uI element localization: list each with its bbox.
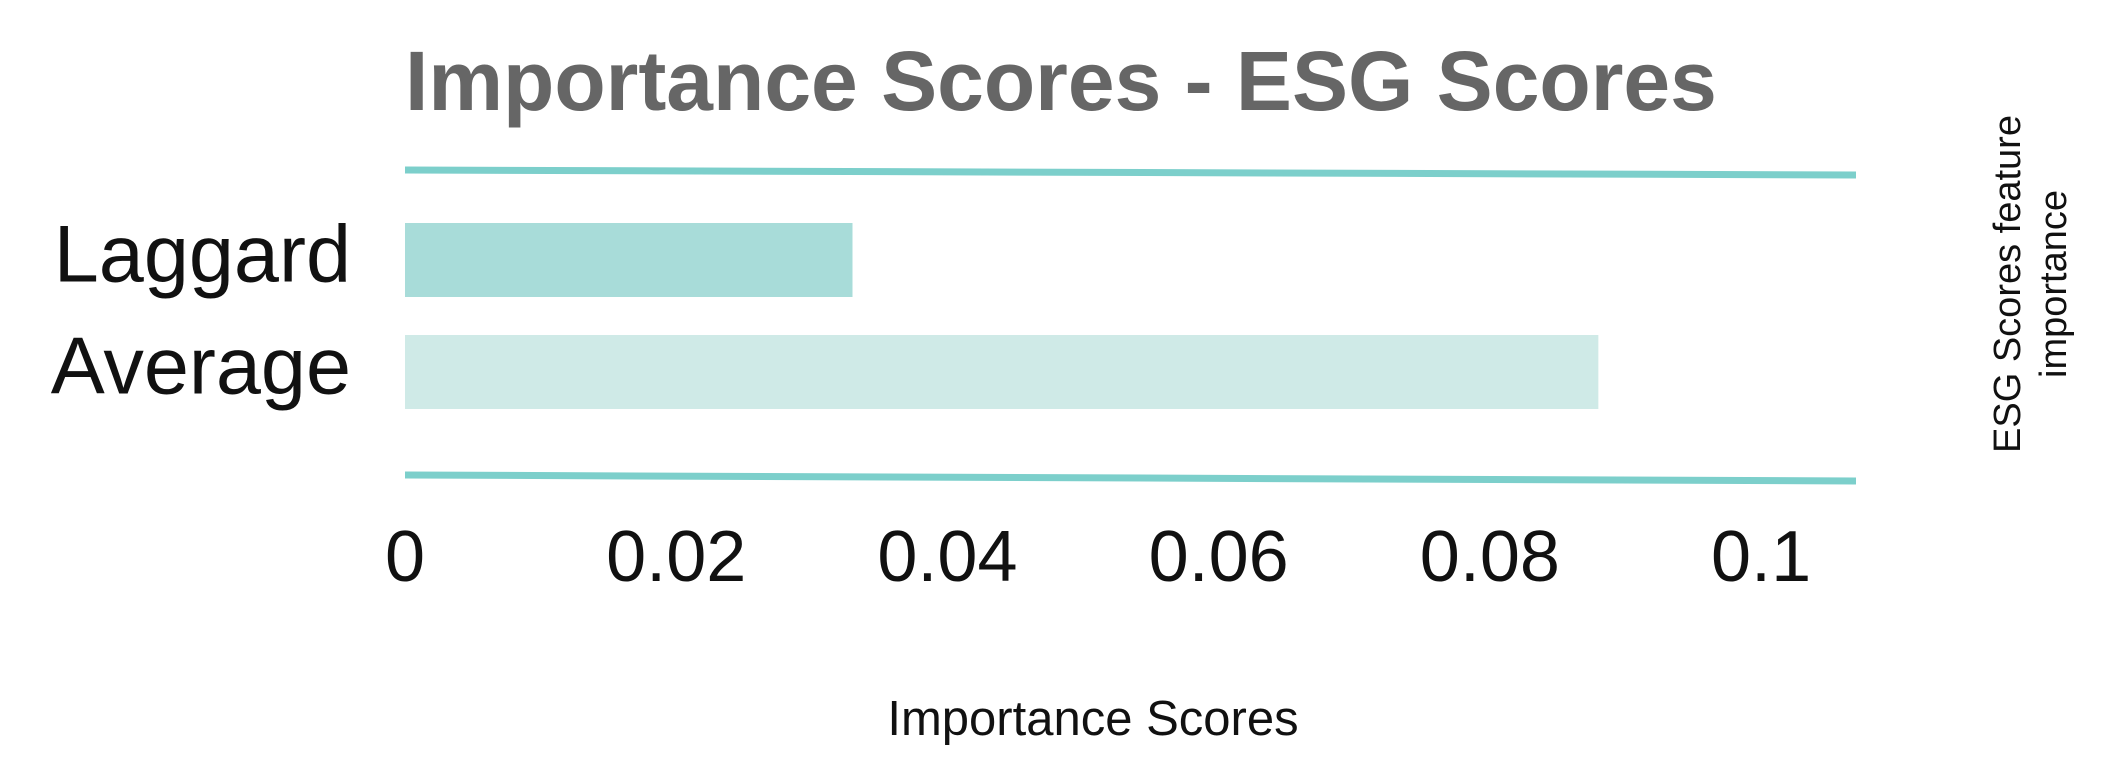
top-rule	[404, 166, 1857, 179]
x-tick-label: 0.02	[606, 517, 746, 597]
bottom-rule	[404, 471, 1857, 485]
y-tick-label: Average	[51, 321, 351, 411]
x-tick-label: 0	[385, 517, 425, 597]
x-tick-label: 0.08	[1420, 517, 1560, 597]
chart-title: Importance Scores - ESG Scores	[405, 34, 1717, 128]
side-title-line: ESG Scores feature	[1987, 115, 2029, 453]
x-tick-label: 0.06	[1149, 517, 1289, 597]
side-title-line: importance	[2033, 190, 2075, 378]
x-axis-title: Importance Scores	[887, 692, 1298, 746]
x-tick-label: 0.1	[1711, 517, 1811, 597]
y-tick-label: Laggard	[54, 209, 351, 299]
bar	[405, 223, 853, 297]
side-title: ESG Scores feature importance	[1987, 115, 2075, 453]
x-tick-label: 0.04	[877, 517, 1017, 597]
bar	[405, 335, 1599, 409]
